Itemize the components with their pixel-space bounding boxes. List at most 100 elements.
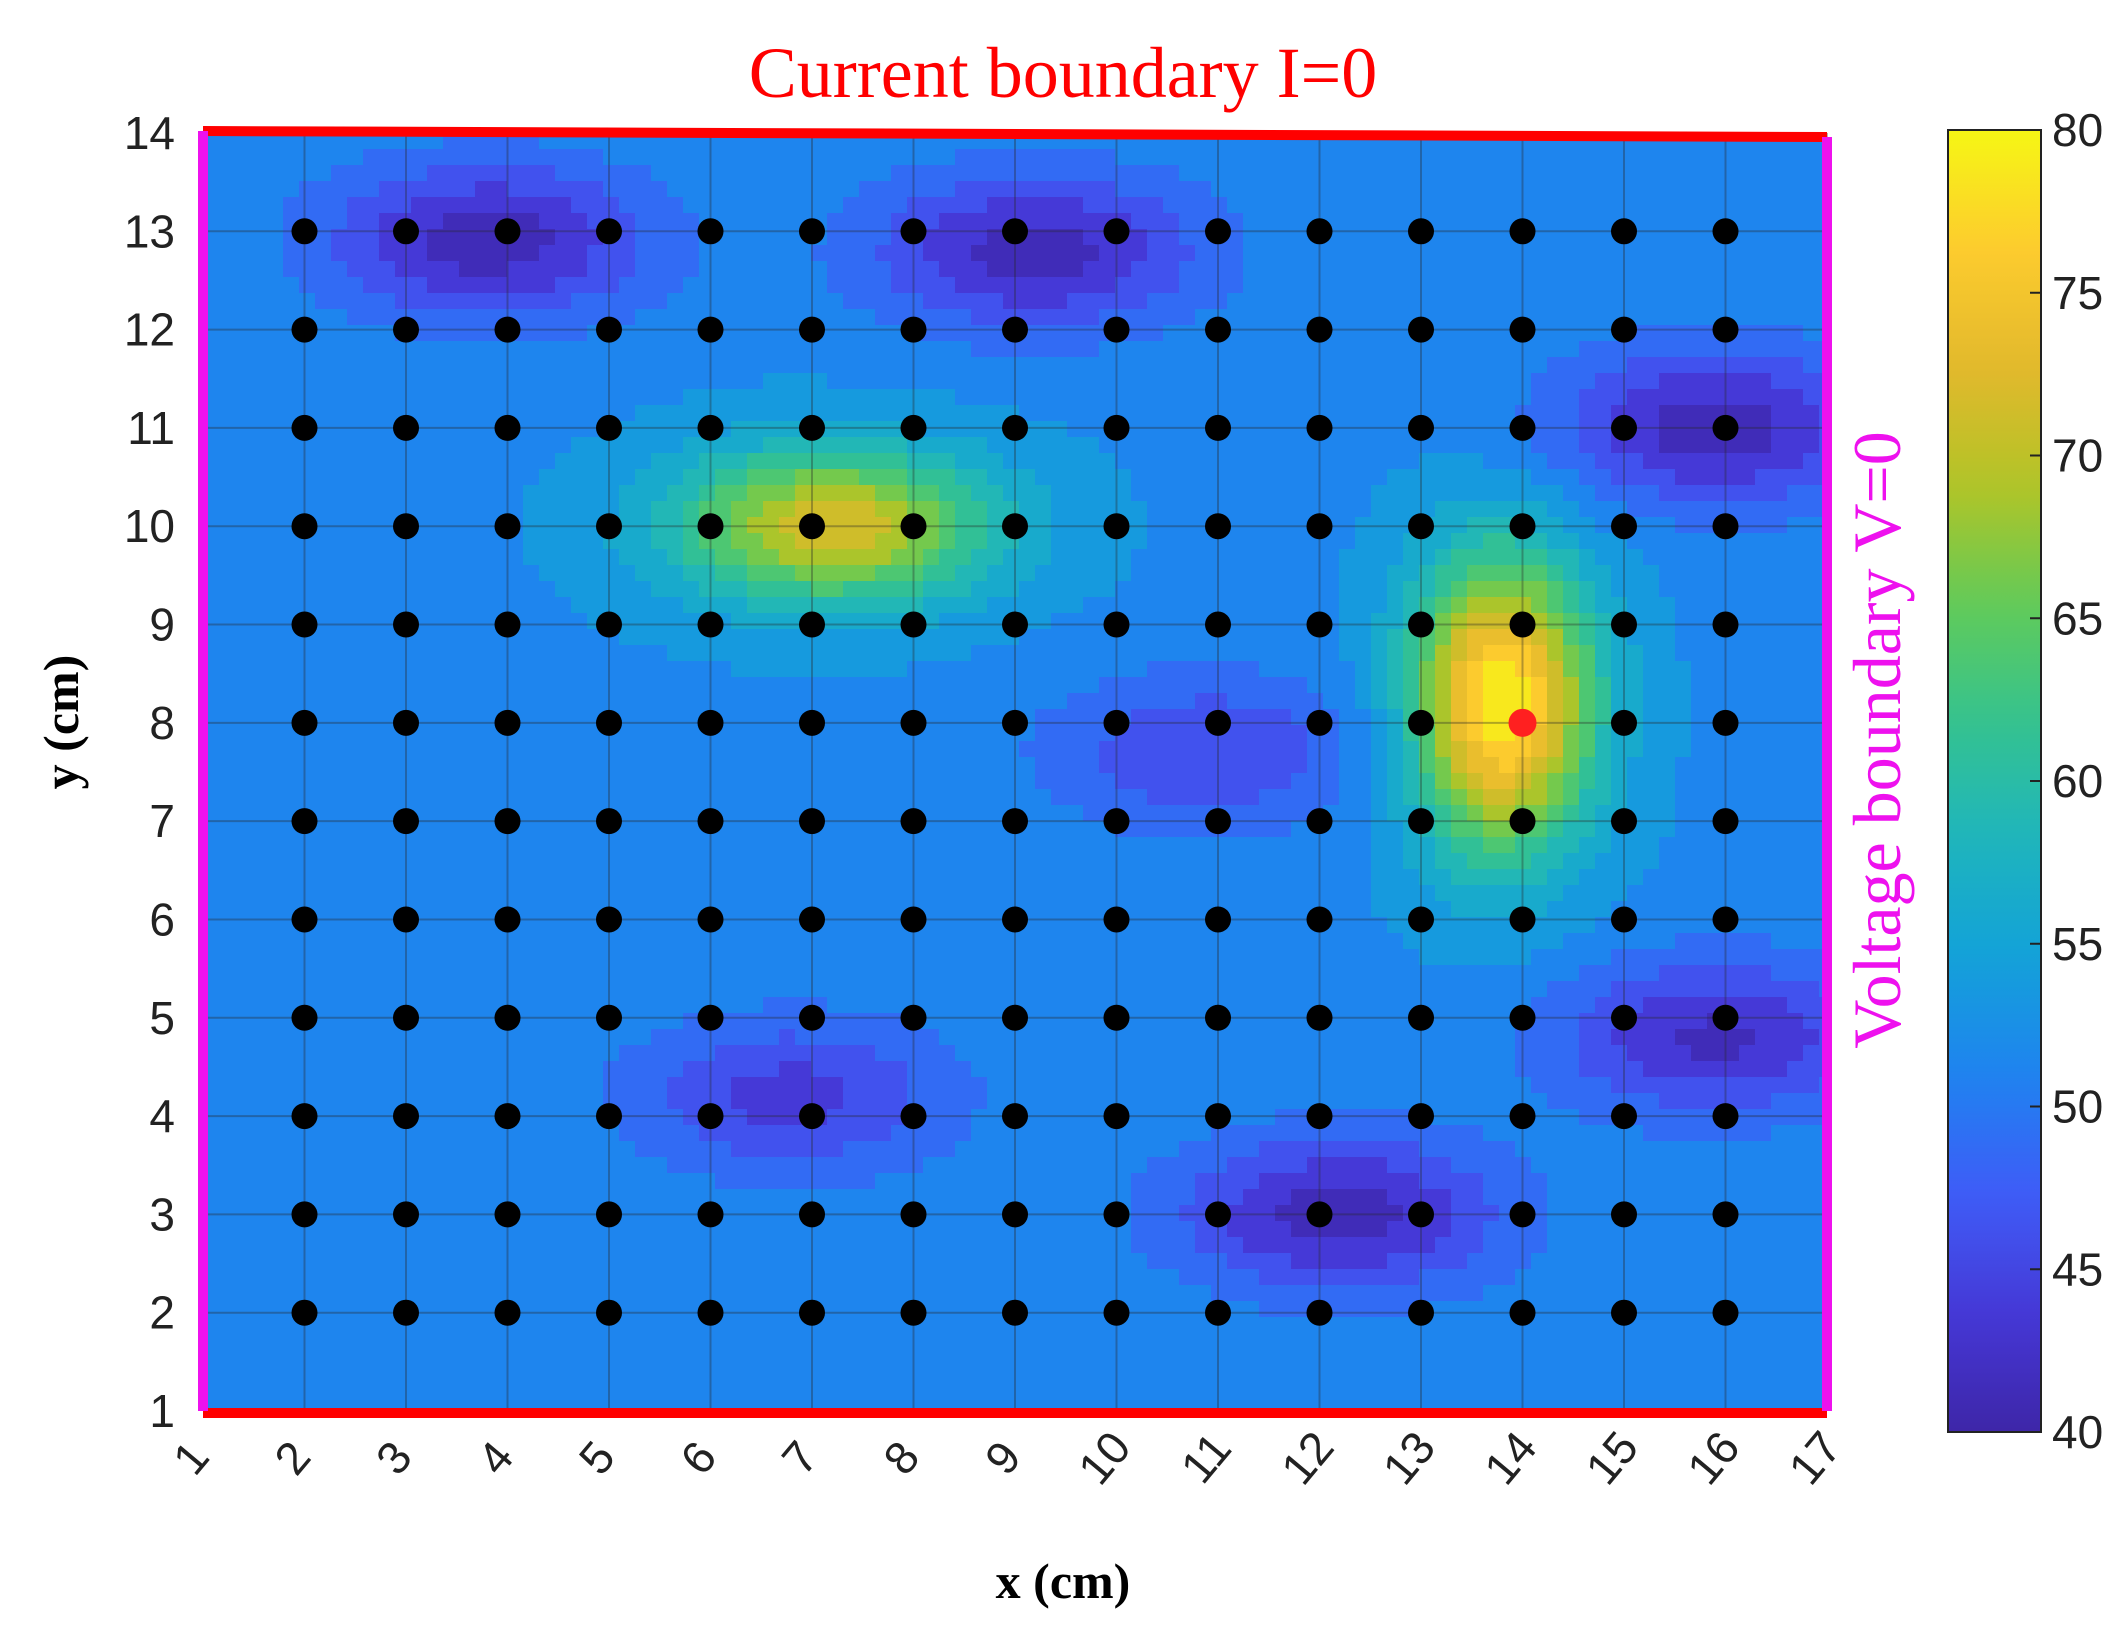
contour-cell (971, 1061, 988, 1078)
contour-cell (1051, 1365, 1068, 1382)
contour-cell (251, 853, 268, 870)
contour-cell (1163, 1125, 1180, 1142)
contour-cell (955, 1093, 972, 1110)
contour-cell (1019, 1253, 1036, 1270)
contour-cell (699, 1045, 716, 1062)
contour-cell (1179, 517, 1196, 534)
contour-cell (331, 1381, 348, 1398)
contour-cell (1019, 469, 1036, 486)
contour-cell (571, 1109, 588, 1126)
contour-cell (699, 1381, 716, 1398)
contour-cell (379, 1285, 396, 1302)
contour-cell (987, 421, 1004, 438)
contour-cell (1051, 229, 1068, 246)
contour-cell (379, 229, 396, 246)
contour-cell (379, 213, 396, 230)
contour-cell (251, 149, 268, 166)
contour-cell (1019, 293, 1036, 310)
contour-cell (747, 965, 764, 982)
contour-cell (1003, 869, 1020, 886)
contour-cell (875, 1205, 892, 1222)
contour-cell (971, 565, 988, 582)
contour-cell (859, 565, 876, 582)
contour-cell (923, 261, 940, 278)
contour-cell (619, 757, 636, 774)
contour-cell (315, 1253, 332, 1270)
contour-cell (411, 1029, 428, 1046)
contour-cell (459, 165, 476, 182)
contour-cell (283, 133, 300, 150)
contour-cell (1099, 261, 1116, 278)
contour-cell (1147, 965, 1164, 982)
contour-cell (331, 277, 348, 294)
contour-cell (987, 1237, 1004, 1254)
contour-cell (267, 1013, 284, 1030)
contour-cell (923, 1253, 940, 1270)
contour-cell (363, 1397, 380, 1411)
contour-cell (331, 1285, 348, 1302)
contour-cell (1035, 549, 1052, 566)
contour-cell (699, 949, 716, 966)
contour-cell (267, 821, 284, 838)
contour-cell (219, 1397, 236, 1411)
contour-cell (427, 917, 444, 934)
contour-cell (251, 1141, 268, 1158)
contour-cell (651, 773, 668, 790)
contour-cell (859, 805, 876, 822)
contour-cell (731, 613, 748, 630)
contour-cell (1179, 901, 1196, 918)
contour-cell (667, 597, 684, 614)
contour-cell (443, 629, 460, 646)
contour-cell (299, 1253, 316, 1270)
contour-cell (379, 725, 396, 742)
contour-cell (587, 533, 604, 550)
contour-cell (987, 1285, 1004, 1302)
contour-cell (635, 1301, 652, 1318)
contour-cell (267, 1365, 284, 1382)
contour-cell (331, 613, 348, 630)
contour-cell (1131, 437, 1148, 454)
contour-cell (763, 277, 780, 294)
contour-cell (1163, 885, 1180, 902)
contour-cell (699, 837, 716, 854)
contour-cell (779, 901, 796, 918)
contour-cell (651, 549, 668, 566)
contour-cell (331, 341, 348, 358)
contour-cell (571, 645, 588, 662)
contour-cell (1019, 1381, 1036, 1398)
contour-cell (603, 245, 620, 262)
contour-cell (779, 1301, 796, 1318)
contour-cell (1195, 453, 1212, 470)
contour-cell (1147, 1333, 1164, 1350)
contour-cell (555, 1221, 572, 1238)
contour-cell (443, 389, 460, 406)
contour-cell (763, 997, 780, 1014)
contour-cell (235, 805, 252, 822)
contour-cell (235, 1141, 252, 1158)
contour-cell (795, 853, 812, 870)
contour-cell (443, 1077, 460, 1094)
contour-cell (1067, 229, 1084, 246)
contour-cell (859, 1237, 876, 1254)
contour-cell (955, 1077, 972, 1094)
contour-cell (251, 437, 268, 454)
contour-cell (843, 837, 860, 854)
contour-cell (923, 1237, 940, 1254)
contour-cell (731, 213, 748, 230)
contour-cell (251, 917, 268, 934)
contour-cell (219, 997, 236, 1014)
contour-cell (1083, 965, 1100, 982)
contour-cell (859, 1061, 876, 1078)
contour-cell (939, 805, 956, 822)
contour-cell (571, 997, 588, 1014)
contour-cell (603, 293, 620, 310)
contour-cell (971, 517, 988, 534)
contour-cell (555, 437, 572, 454)
contour-cell (667, 1397, 684, 1411)
contour-cell (235, 853, 252, 870)
contour-cell (443, 581, 460, 598)
contour-cell (491, 597, 508, 614)
contour-cell (523, 949, 540, 966)
contour-cell (731, 1269, 748, 1286)
contour-cell (251, 1061, 268, 1078)
